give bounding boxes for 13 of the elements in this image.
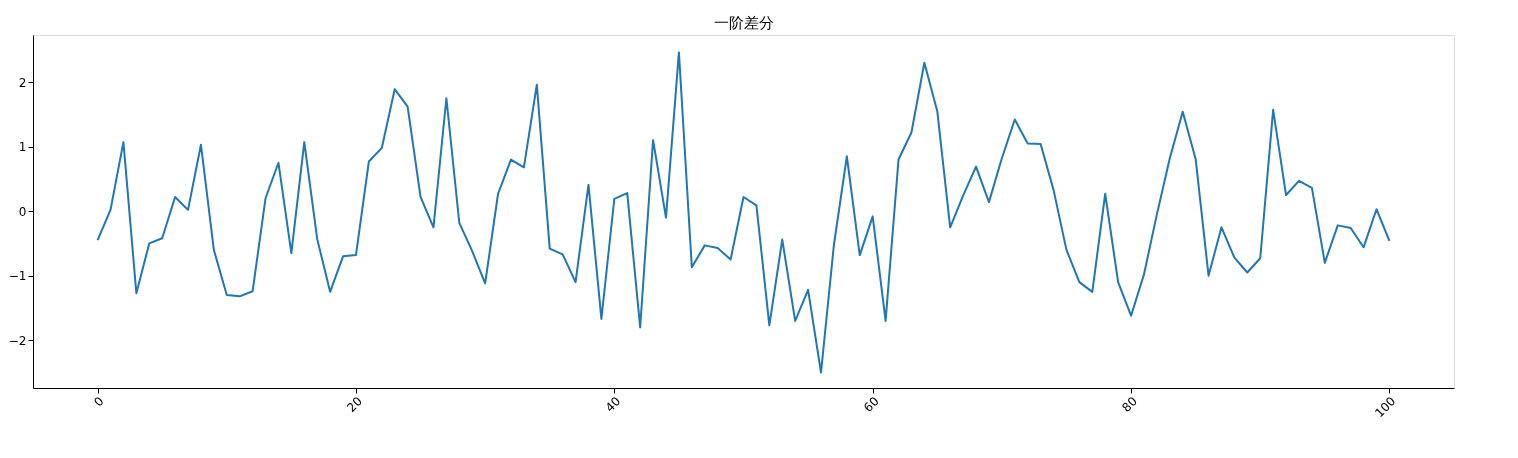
line-series [96, 51, 1391, 374]
x-tick-label: 0 [91, 394, 107, 410]
y-tick-label: −1 [8, 269, 27, 284]
y-tick-label: −2 [8, 333, 27, 348]
chart-title: 一阶差分 [713, 14, 774, 32]
y-tick-label: 0 [18, 204, 27, 219]
x-tick-label: 40 [602, 394, 624, 415]
x-tick-label: 100 [1372, 394, 1399, 421]
x-tick-label: 60 [860, 394, 882, 415]
y-tick-label: 2 [18, 75, 27, 90]
x-tick-label: 20 [344, 394, 365, 415]
y-tick-label: 1 [18, 140, 27, 155]
x-tick-label: 80 [1119, 394, 1141, 415]
